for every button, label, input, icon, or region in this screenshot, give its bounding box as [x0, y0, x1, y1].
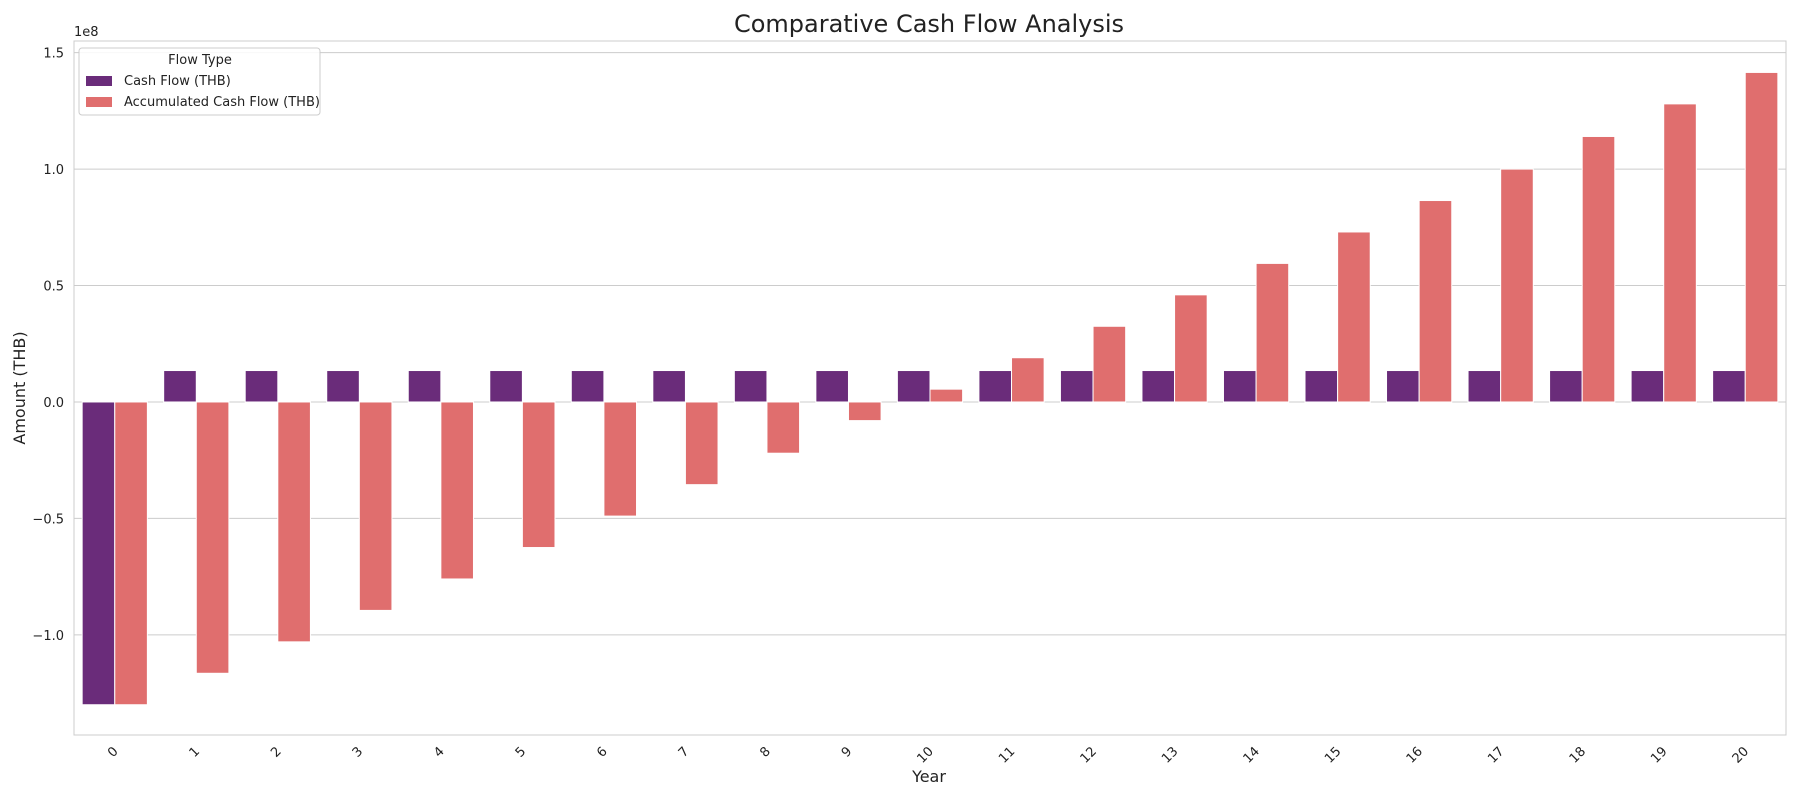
x-tick-label: 3: [350, 744, 366, 760]
bar-accumulated-cash-flow: [847, 401, 882, 422]
bar-cash-flow: [1059, 370, 1094, 403]
bar-cash-flow: [652, 370, 686, 403]
bar-cash-flow: [1467, 370, 1502, 403]
bar-cash-flow: [489, 370, 523, 403]
x-tick-label: 8: [757, 744, 773, 760]
bar-cash-flow: [163, 370, 197, 403]
x-tick-label: 15: [1322, 744, 1344, 766]
bar-cash-flow: [570, 370, 605, 403]
x-tick-label: 10: [915, 744, 937, 766]
x-tick-label: 11: [996, 744, 1018, 766]
bar-accumulated-cash-flow: [358, 401, 393, 611]
bar-cash-flow: [1141, 370, 1176, 403]
bar-accumulated-cash-flow: [684, 401, 719, 486]
bar-cash-flow: [815, 370, 849, 403]
bar-cash-flow: [1630, 370, 1665, 403]
bar-cash-flow: [1304, 370, 1339, 403]
legend-title: Flow Type: [168, 53, 232, 68]
x-tick-label: 5: [513, 744, 529, 760]
bar-cash-flow: [896, 370, 931, 403]
legend-label-cash-flow: Cash Flow (THB): [124, 74, 231, 89]
bar-cash-flow: [326, 370, 360, 403]
y-tick-label: −0.5: [32, 512, 64, 527]
bar-accumulated-cash-flow: [1011, 357, 1045, 403]
y-tick-label: 1.5: [43, 47, 64, 62]
legend: Flow Type Cash Flow (THB) Accumulated Ca…: [78, 47, 321, 116]
bar-accumulated-cash-flow: [1581, 135, 1616, 403]
bar-cash-flow: [1549, 370, 1583, 403]
chart-title: Comparative Cash Flow Analysis: [734, 10, 1124, 38]
bar-accumulated-cash-flow: [1744, 71, 1779, 403]
bar-accumulated-cash-flow: [1663, 103, 1697, 403]
x-axis-title: Year: [911, 767, 946, 786]
y-tick-label: 0.0: [43, 396, 64, 411]
bar-accumulated-cash-flow: [1500, 168, 1534, 403]
bar-cash-flow: [407, 370, 442, 403]
bar-cash-flow: [244, 370, 279, 403]
bar-accumulated-cash-flow: [603, 401, 638, 517]
bar-accumulated-cash-flow: [1418, 200, 1453, 403]
bar-accumulated-cash-flow: [1092, 325, 1127, 403]
x-tick-label: 17: [1485, 744, 1507, 766]
legend-swatch-accumulated-cash-flow: [86, 97, 112, 107]
plot-frame: [73, 40, 1787, 736]
bar-accumulated-cash-flow: [1174, 294, 1208, 403]
bar-cash-flow: [1386, 370, 1420, 403]
bar-accumulated-cash-flow: [277, 401, 311, 643]
x-tick-label: 6: [594, 744, 610, 760]
x-tick-label: 2: [268, 744, 284, 760]
x-tick-label: 18: [1567, 744, 1589, 766]
bar-cash-flow: [978, 370, 1013, 403]
x-tick-labels: 0 1 2 3 4 5 6 7 8 9 10 11 12 13 14 15 16 17 18 19 20: [105, 744, 1752, 766]
x-tick-label: 20: [1730, 744, 1752, 766]
bars: [81, 71, 1779, 706]
bar-cash-flow: [733, 370, 768, 403]
x-tick-label: 0: [105, 744, 121, 760]
legend-swatch-cash-flow: [86, 76, 112, 86]
x-tick-label: 9: [839, 744, 855, 760]
bar-cash-flow: [1222, 370, 1257, 403]
bar-accumulated-cash-flow: [195, 401, 230, 674]
bar-accumulated-cash-flow: [929, 388, 964, 403]
x-tick-label: 1: [187, 744, 203, 760]
y-tick-labels: −1.0 −0.5 0.0 0.5 1.0 1.5: [32, 47, 64, 644]
bar-accumulated-cash-flow: [440, 401, 474, 580]
x-tick-label: 4: [431, 744, 447, 760]
y-scale-label: 1e8: [74, 25, 99, 40]
bar-accumulated-cash-flow: [1255, 262, 1290, 403]
bar-accumulated-cash-flow: [766, 401, 801, 454]
x-tick-label: 13: [1159, 744, 1181, 766]
y-tick-label: 1.0: [43, 163, 64, 178]
bar-accumulated-cash-flow: [521, 401, 556, 549]
y-tick-label: −1.0: [32, 629, 64, 644]
x-tick-label: 7: [676, 744, 692, 760]
x-tick-label: 12: [1078, 744, 1100, 766]
y-axis-title: Amount (THB): [10, 331, 29, 444]
x-tick-label: 14: [1241, 744, 1263, 766]
bar-accumulated-cash-flow: [114, 401, 148, 706]
x-tick-label: 19: [1648, 744, 1670, 766]
bar-accumulated-cash-flow: [1337, 231, 1371, 403]
bar-cash-flow: [1712, 370, 1746, 403]
x-tick-label: 16: [1404, 744, 1426, 766]
bar-cash-flow: [81, 401, 116, 706]
y-tick-label: 0.5: [43, 280, 64, 295]
legend-label-accumulated-cash-flow: Accumulated Cash Flow (THB): [124, 95, 320, 110]
legend-box: [78, 47, 321, 116]
